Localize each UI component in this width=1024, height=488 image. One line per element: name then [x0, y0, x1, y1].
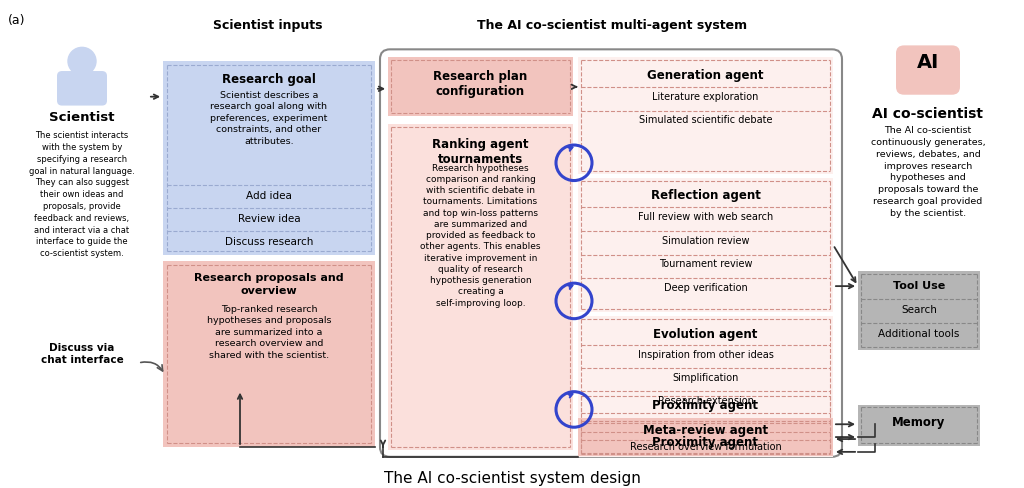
Text: Discuss via
chat interface: Discuss via chat interface: [41, 344, 123, 365]
Text: Full review with web search: Full review with web search: [638, 212, 773, 222]
Text: Top-ranked research
hypotheses and proposals
are summarized into a
research over: Top-ranked research hypotheses and propo…: [207, 305, 331, 360]
Text: Proximity agent: Proximity agent: [652, 436, 759, 449]
FancyArrowPatch shape: [140, 362, 163, 371]
Bar: [388, 124, 573, 450]
Text: Scientist inputs: Scientist inputs: [213, 19, 323, 32]
Text: Scientist describes a
research goal along with
preferences, experiment
constrain: Scientist describes a research goal alon…: [210, 91, 328, 145]
Bar: [858, 405, 980, 446]
Bar: [578, 316, 833, 426]
Text: Simplification: Simplification: [673, 373, 738, 383]
Text: Search: Search: [901, 305, 937, 315]
Bar: [578, 418, 833, 456]
Text: Research goal: Research goal: [222, 73, 316, 86]
Text: The AI co-scientist
continuously generates,
reviews, debates, and
improves resea: The AI co-scientist continuously generat…: [870, 126, 985, 218]
Text: AI co-scientist: AI co-scientist: [872, 106, 983, 121]
Text: Ranking agent
tournaments: Ranking agent tournaments: [432, 138, 528, 166]
Text: Proximity agent: Proximity agent: [652, 399, 759, 411]
Text: Scientist: Scientist: [49, 111, 115, 124]
Text: Inspiration from other ideas: Inspiration from other ideas: [638, 350, 773, 360]
Text: Research extension: Research extension: [657, 396, 754, 406]
Text: Generation agent: Generation agent: [647, 69, 764, 82]
FancyBboxPatch shape: [896, 45, 961, 95]
Text: Tournament review: Tournament review: [658, 260, 753, 269]
Text: Research plan
configuration: Research plan configuration: [433, 70, 527, 98]
Text: Discuss research: Discuss research: [225, 237, 313, 247]
Bar: [163, 262, 375, 447]
Text: Review idea: Review idea: [238, 214, 300, 224]
Text: Simulation review: Simulation review: [662, 236, 750, 246]
Text: Research hypotheses
comparison and ranking
with scientific debate in
tournaments: Research hypotheses comparison and ranki…: [420, 164, 541, 307]
Text: Research proposals and
overview: Research proposals and overview: [195, 273, 344, 296]
Text: Simulated scientific debate: Simulated scientific debate: [639, 116, 772, 125]
Text: Reflection agent: Reflection agent: [650, 189, 761, 203]
Bar: [858, 271, 980, 350]
Text: (a): (a): [8, 14, 26, 27]
Text: Literature exploration: Literature exploration: [652, 92, 759, 102]
Text: The scientist interacts
with the system by
specifying a research
goal in natural: The scientist interacts with the system …: [29, 131, 135, 258]
Text: Additional tools: Additional tools: [879, 328, 959, 339]
Text: The AI co-scientist system design: The AI co-scientist system design: [384, 470, 640, 486]
Text: AI: AI: [916, 53, 939, 72]
Circle shape: [68, 47, 96, 75]
Bar: [578, 57, 833, 174]
Text: Deep verification: Deep verification: [664, 283, 748, 293]
Bar: [163, 61, 375, 255]
FancyBboxPatch shape: [57, 71, 106, 105]
Text: Research overview formulation: Research overview formulation: [630, 442, 781, 452]
Text: Memory: Memory: [892, 416, 946, 429]
Bar: [578, 429, 833, 457]
Text: Meta-review agent: Meta-review agent: [643, 424, 768, 437]
Text: Add idea: Add idea: [246, 191, 292, 202]
Text: Evolution agent: Evolution agent: [653, 327, 758, 341]
Text: Tool Use: Tool Use: [893, 281, 945, 291]
Bar: [578, 178, 833, 312]
Bar: [388, 57, 573, 117]
Bar: [578, 393, 833, 416]
Text: The AI co-scientist multi-agent system: The AI co-scientist multi-agent system: [477, 19, 748, 32]
